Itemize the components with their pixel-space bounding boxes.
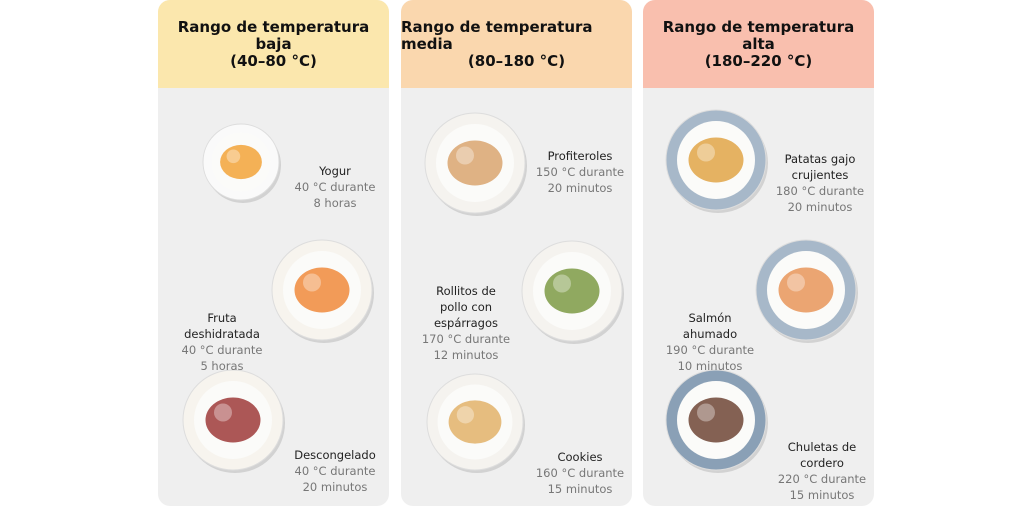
cooking-detail: 160 °C durante — [535, 466, 625, 480]
cooking-detail: 15 minutos — [789, 488, 855, 502]
plate — [665, 109, 768, 213]
column-header: Rango de temperatura alta (180–220 °C) — [643, 0, 874, 88]
cooking-detail: 40 °C durante — [294, 180, 376, 194]
food-name: Descongelado — [294, 448, 376, 462]
food-name: Fruta — [207, 311, 237, 325]
plate — [424, 112, 527, 216]
food-name: Profiteroles — [547, 149, 613, 163]
cooking-detail: 15 minutos — [547, 482, 613, 496]
food-item: Yogur 40 °C durante 8 horas — [295, 163, 376, 211]
food-item: Salmón ahumado 190 °C durante 10 minutos — [666, 310, 754, 374]
cooking-detail: 190 °C durante — [665, 343, 755, 357]
plate — [755, 239, 858, 343]
plate — [665, 369, 768, 473]
column-title: (180–220 °C) — [704, 51, 813, 70]
food-item: Patatas gajo crujientes 180 °C durante 20 m… — [776, 151, 864, 215]
cooking-detail: 20 minutos — [547, 181, 613, 195]
cooking-detail: 20 minutos — [787, 200, 853, 214]
cooking-detail: 8 horas — [313, 196, 357, 210]
food-item: Rollitos de pollo con espárragos 170 °C dur… — [422, 283, 510, 363]
column-header: Rango de temperatura media (80–180 °C) — [401, 0, 632, 88]
cooking-detail: 40 °C durante — [181, 343, 263, 357]
column-title: alta — [742, 34, 775, 53]
column-title: (40–80 °C) — [230, 51, 317, 70]
column-title: Rango de temperatura — [662, 17, 855, 36]
food-name: Patatas gajo — [784, 152, 856, 166]
food-name: pollo con — [439, 300, 493, 314]
food-name: Cookies — [557, 450, 603, 464]
cooking-detail: 40 °C durante — [294, 464, 376, 478]
food-name: cordero — [800, 456, 844, 470]
cooking-detail: 220 °C durante — [777, 472, 867, 486]
food-name: espárragos — [433, 316, 499, 330]
food-item: Descongelado 40 °C durante 20 minutos — [294, 447, 376, 495]
food-item: Fruta deshidratada 40 °C durante 5 horas — [182, 310, 263, 374]
plate — [426, 373, 525, 473]
column-title: Rango de temperatura media — [401, 17, 593, 53]
cooking-detail: 180 °C durante — [775, 184, 865, 198]
cooking-detail: 5 horas — [200, 359, 244, 373]
column-header: Rango de temperatura baja (40–80 °C) — [158, 0, 389, 88]
food-item: Cookies 160 °C durante 15 minutos — [536, 449, 624, 497]
cooking-detail: 20 minutos — [302, 480, 368, 494]
plate — [182, 369, 285, 473]
food-name: Chuletas de — [787, 440, 857, 454]
food-name: Rollitos de — [436, 284, 496, 298]
column-title: Rango de temperatura — [177, 17, 370, 36]
food-name: crujientes — [791, 168, 849, 182]
column-title: baja — [255, 34, 292, 53]
plate — [271, 239, 374, 343]
plate — [521, 240, 624, 344]
cooking-detail: 10 minutos — [677, 359, 743, 373]
column-title: (80–180 °C) — [467, 51, 566, 70]
cooking-detail: 170 °C durante — [421, 332, 511, 346]
cooking-detail: 12 minutos — [433, 348, 499, 362]
food-name: ahumado — [682, 327, 738, 341]
food-item: Profiteroles 150 °C durante 20 minutos — [536, 148, 624, 196]
food-name: Yogur — [319, 164, 351, 178]
food-name: deshidratada — [184, 327, 260, 341]
plate — [202, 123, 281, 203]
cooking-detail: 150 °C durante — [535, 165, 625, 179]
food-item: Chuletas de cordero 220 °C durante 15 minut… — [778, 439, 866, 503]
food-name: Salmón — [688, 311, 732, 325]
